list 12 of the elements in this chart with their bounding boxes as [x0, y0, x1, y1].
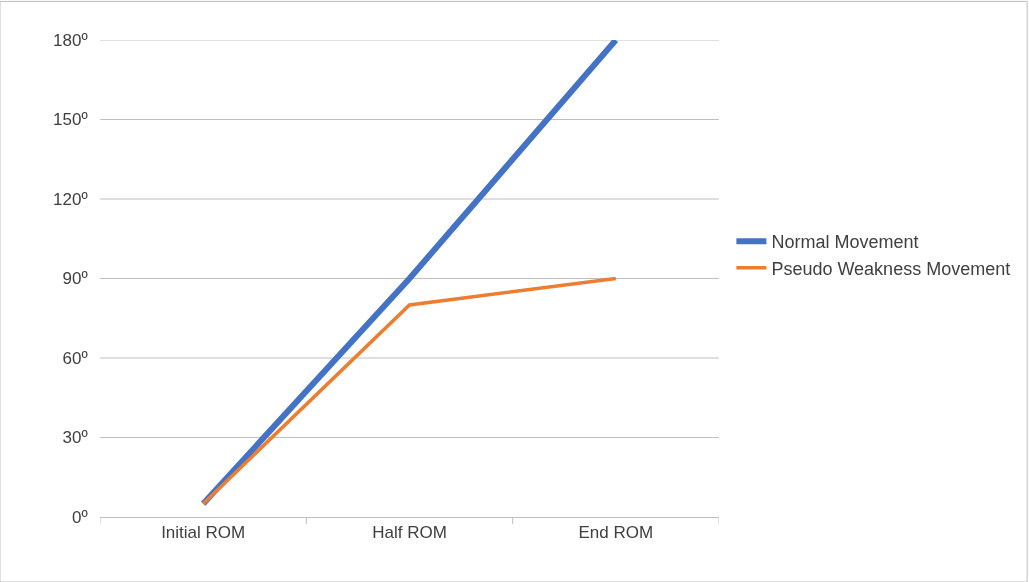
- x-tick-label: End ROM: [578, 523, 654, 543]
- x-tick-label: Half ROM: [372, 523, 447, 543]
- y-tick-label: 30º: [62, 428, 88, 448]
- y-tick-label: 180º: [53, 30, 88, 50]
- y-tick-label: 120º: [53, 189, 88, 209]
- legend-label: Normal Movement: [771, 232, 919, 253]
- y-tick-label: 60º: [62, 348, 88, 368]
- y-tick-label: 150º: [53, 110, 88, 130]
- x-tick-label: Initial ROM: [161, 523, 246, 543]
- y-tick-label: 90º: [62, 269, 88, 289]
- legend-label: Pseudo Weakness Movement: [771, 258, 1011, 279]
- y-tick-label: 0º: [71, 507, 88, 527]
